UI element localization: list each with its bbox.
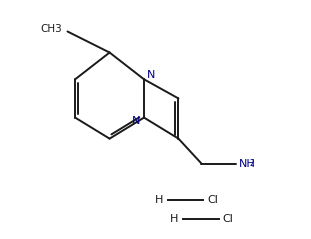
Text: H: H <box>155 195 163 205</box>
Text: CH3: CH3 <box>40 24 62 34</box>
Text: Cl: Cl <box>207 195 218 205</box>
Text: H: H <box>170 214 179 224</box>
Text: 2: 2 <box>249 159 254 168</box>
Text: N: N <box>132 116 140 126</box>
Text: NH: NH <box>239 158 256 168</box>
Text: Cl: Cl <box>222 214 233 224</box>
Text: N: N <box>147 71 155 81</box>
